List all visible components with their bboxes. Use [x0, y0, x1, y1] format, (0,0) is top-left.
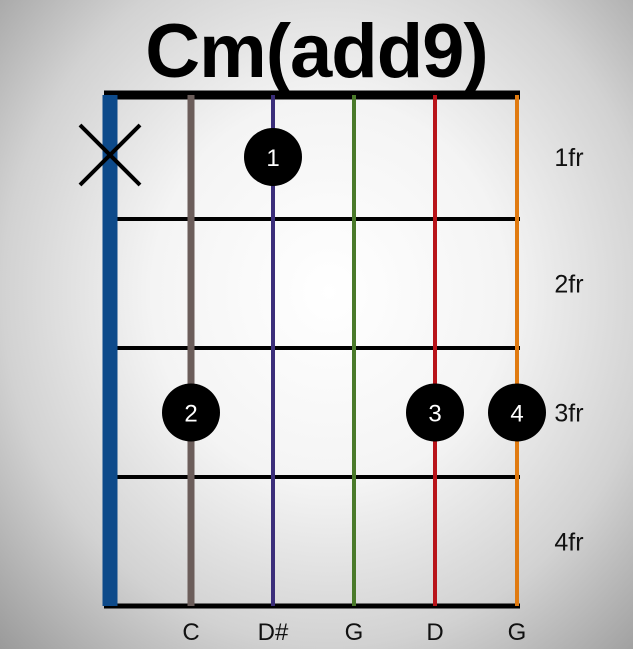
chord-title: Cm(add9) — [145, 9, 488, 94]
finger-number: 2 — [184, 401, 197, 428]
finger-dot-circle — [488, 383, 546, 442]
finger-number: 4 — [510, 401, 523, 428]
finger-number: 1 — [266, 145, 279, 172]
fretboard — [110, 95, 520, 607]
note-label: G — [508, 619, 527, 646]
finger-dots: 1 2 3 4 — [162, 128, 546, 442]
fret-label: 3fr — [554, 400, 583, 428]
fret-lines — [104, 90, 520, 609]
fret-label: 2fr — [554, 271, 583, 299]
note-label: D — [426, 619, 443, 646]
fret-labels: 1fr 2fr 3fr 4fr — [554, 144, 583, 557]
fret-label: 4fr — [554, 529, 583, 557]
note-labels: C D# G D G — [182, 619, 526, 646]
note-label: D# — [258, 619, 289, 646]
finger-dot-circle — [162, 383, 220, 442]
finger-dot: 4 — [488, 383, 546, 442]
finger-dot: 1 — [244, 128, 302, 186]
string-markers — [78, 123, 142, 187]
fret-label: 1fr — [554, 144, 583, 172]
finger-dot-circle — [244, 128, 302, 186]
note-label: C — [182, 619, 199, 646]
finger-dot: 2 — [162, 383, 220, 442]
finger-number: 3 — [428, 401, 441, 428]
finger-dot: 3 — [406, 383, 464, 442]
muted-x-stroke — [78, 123, 142, 187]
note-label: G — [345, 619, 364, 646]
finger-dot-circle — [406, 383, 464, 442]
muted-x-icon — [78, 123, 142, 187]
